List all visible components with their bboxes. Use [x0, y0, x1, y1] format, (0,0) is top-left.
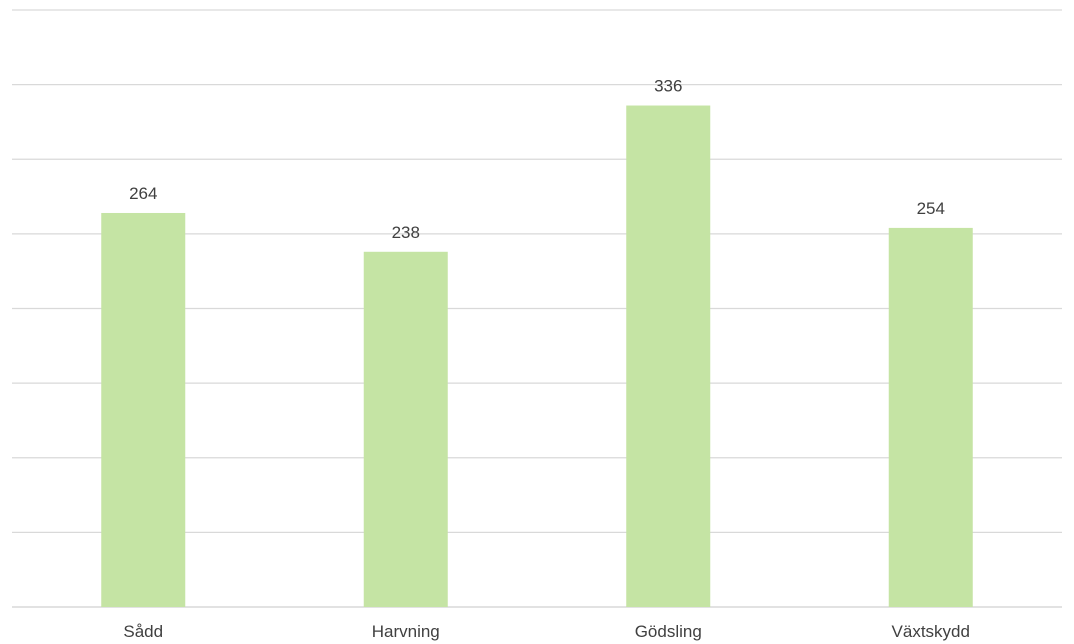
data-label-1: 238	[392, 223, 420, 242]
bar-0	[101, 212, 186, 608]
bar-3	[888, 227, 973, 607]
data-label-2: 336	[654, 77, 682, 96]
x-axis-tick-labels: Sådd Harvning Gödsling Växtskydd	[123, 622, 970, 641]
bar-2	[626, 105, 711, 608]
data-label-3: 254	[917, 199, 945, 218]
data-labels: 264 238 336 254	[129, 77, 945, 242]
x-tick-label-3: Växtskydd	[892, 622, 970, 641]
x-tick-label-0: Sådd	[123, 622, 163, 641]
data-label-0: 264	[129, 184, 157, 203]
bar-1	[363, 251, 448, 607]
gridlines	[12, 9, 1062, 608]
bars	[101, 105, 973, 608]
x-tick-label-1: Harvning	[372, 622, 440, 641]
x-tick-label-2: Gödsling	[635, 622, 702, 641]
